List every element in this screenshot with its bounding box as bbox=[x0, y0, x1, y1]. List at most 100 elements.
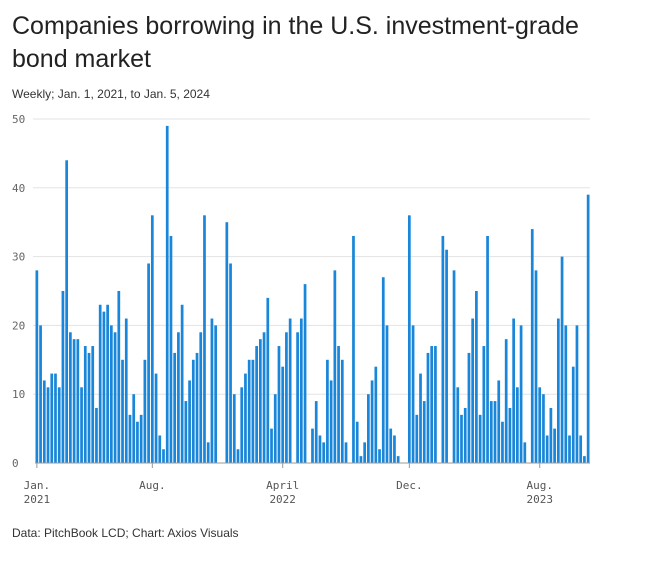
x-tick-label: Aug. bbox=[139, 479, 166, 492]
bar bbox=[158, 435, 162, 463]
bar bbox=[411, 325, 415, 463]
bar bbox=[523, 442, 527, 463]
bar bbox=[165, 125, 169, 463]
bar bbox=[91, 346, 95, 463]
bar bbox=[247, 359, 251, 463]
bar bbox=[430, 346, 434, 463]
bar bbox=[489, 401, 493, 463]
bar bbox=[467, 352, 471, 463]
bar bbox=[415, 414, 419, 463]
bar bbox=[508, 407, 512, 463]
bar bbox=[42, 380, 46, 463]
bar bbox=[568, 435, 571, 463]
bar bbox=[549, 407, 553, 463]
bar bbox=[76, 339, 80, 463]
bar bbox=[538, 387, 542, 463]
bar bbox=[128, 414, 132, 463]
bar bbox=[419, 373, 422, 463]
bar bbox=[154, 373, 158, 463]
x-tick-label: 2022 bbox=[269, 493, 296, 506]
bar bbox=[519, 325, 523, 463]
bar bbox=[337, 346, 340, 463]
bar bbox=[244, 373, 247, 463]
bar bbox=[191, 359, 195, 463]
bar bbox=[512, 318, 515, 463]
bar bbox=[136, 421, 139, 463]
bar bbox=[225, 222, 229, 463]
bar bbox=[497, 380, 501, 463]
bar bbox=[139, 414, 143, 463]
bar bbox=[285, 332, 288, 463]
bar bbox=[80, 387, 83, 463]
bar bbox=[329, 380, 333, 463]
x-tick-label: Aug. bbox=[526, 479, 553, 492]
bar bbox=[516, 387, 519, 463]
bar bbox=[188, 380, 191, 463]
bar bbox=[530, 229, 534, 463]
bar bbox=[277, 346, 281, 463]
bar bbox=[87, 352, 91, 463]
bar bbox=[314, 401, 318, 463]
bar bbox=[173, 352, 177, 463]
bar bbox=[229, 263, 232, 463]
bar bbox=[65, 160, 69, 463]
bar bbox=[110, 325, 113, 463]
bar bbox=[374, 366, 378, 463]
bar bbox=[232, 394, 236, 463]
bar bbox=[556, 318, 560, 463]
bar bbox=[553, 428, 556, 463]
bar bbox=[560, 256, 564, 463]
chart-subtitle: Weekly; Jan. 1, 2021, to Jan. 5, 2024 bbox=[12, 87, 210, 101]
bar bbox=[534, 270, 538, 463]
bar bbox=[393, 435, 396, 463]
bar bbox=[199, 332, 203, 463]
bar bbox=[299, 318, 303, 463]
bar bbox=[266, 297, 270, 463]
bar bbox=[214, 325, 218, 463]
bar bbox=[54, 373, 57, 463]
bar bbox=[147, 263, 150, 463]
bar bbox=[460, 414, 463, 463]
bar bbox=[486, 235, 489, 463]
bar bbox=[273, 394, 277, 463]
y-tick-label: 30 bbox=[12, 251, 25, 264]
bar bbox=[452, 270, 456, 463]
bar bbox=[586, 194, 590, 463]
bar bbox=[456, 387, 460, 463]
bar bbox=[385, 325, 389, 463]
bar bbox=[162, 449, 165, 463]
y-tick-label: 10 bbox=[12, 388, 25, 401]
bar bbox=[95, 407, 98, 463]
bar bbox=[35, 270, 39, 463]
bar bbox=[493, 401, 497, 463]
bar bbox=[203, 215, 206, 463]
bar bbox=[571, 366, 575, 463]
bar bbox=[50, 373, 54, 463]
x-tick-label: Jan. bbox=[24, 479, 51, 492]
bar bbox=[542, 394, 545, 463]
bar bbox=[463, 407, 467, 463]
bar bbox=[236, 449, 240, 463]
bar bbox=[288, 318, 292, 463]
bar bbox=[426, 352, 430, 463]
bar bbox=[422, 401, 426, 463]
bar bbox=[72, 339, 76, 463]
bar bbox=[46, 387, 50, 463]
y-tick-label: 40 bbox=[12, 182, 25, 195]
bar bbox=[296, 332, 299, 463]
bar bbox=[407, 215, 411, 463]
bar bbox=[575, 325, 579, 463]
bar bbox=[471, 318, 475, 463]
y-tick-label: 50 bbox=[12, 113, 25, 126]
bar bbox=[322, 442, 326, 463]
bar bbox=[445, 249, 448, 463]
bar bbox=[169, 235, 173, 463]
bar bbox=[396, 456, 400, 463]
x-tick-label: 2021 bbox=[24, 493, 51, 506]
y-tick-label: 0 bbox=[12, 457, 19, 470]
bar bbox=[501, 421, 504, 463]
bar bbox=[504, 339, 508, 463]
bar bbox=[378, 449, 381, 463]
bar bbox=[61, 291, 65, 463]
